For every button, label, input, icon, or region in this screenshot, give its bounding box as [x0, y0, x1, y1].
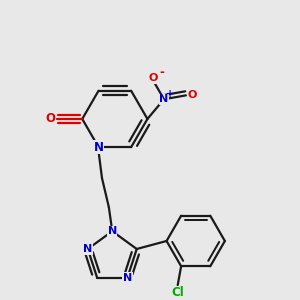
Text: O: O: [45, 112, 56, 125]
Text: O: O: [148, 73, 158, 83]
Text: N: N: [108, 226, 117, 236]
Text: N: N: [94, 141, 103, 154]
Text: +: +: [166, 89, 174, 99]
Text: N: N: [123, 273, 132, 283]
Text: N: N: [83, 244, 92, 254]
Text: -: -: [159, 66, 164, 79]
Text: O: O: [188, 90, 197, 100]
Text: Cl: Cl: [171, 286, 184, 299]
Text: N: N: [159, 94, 169, 104]
